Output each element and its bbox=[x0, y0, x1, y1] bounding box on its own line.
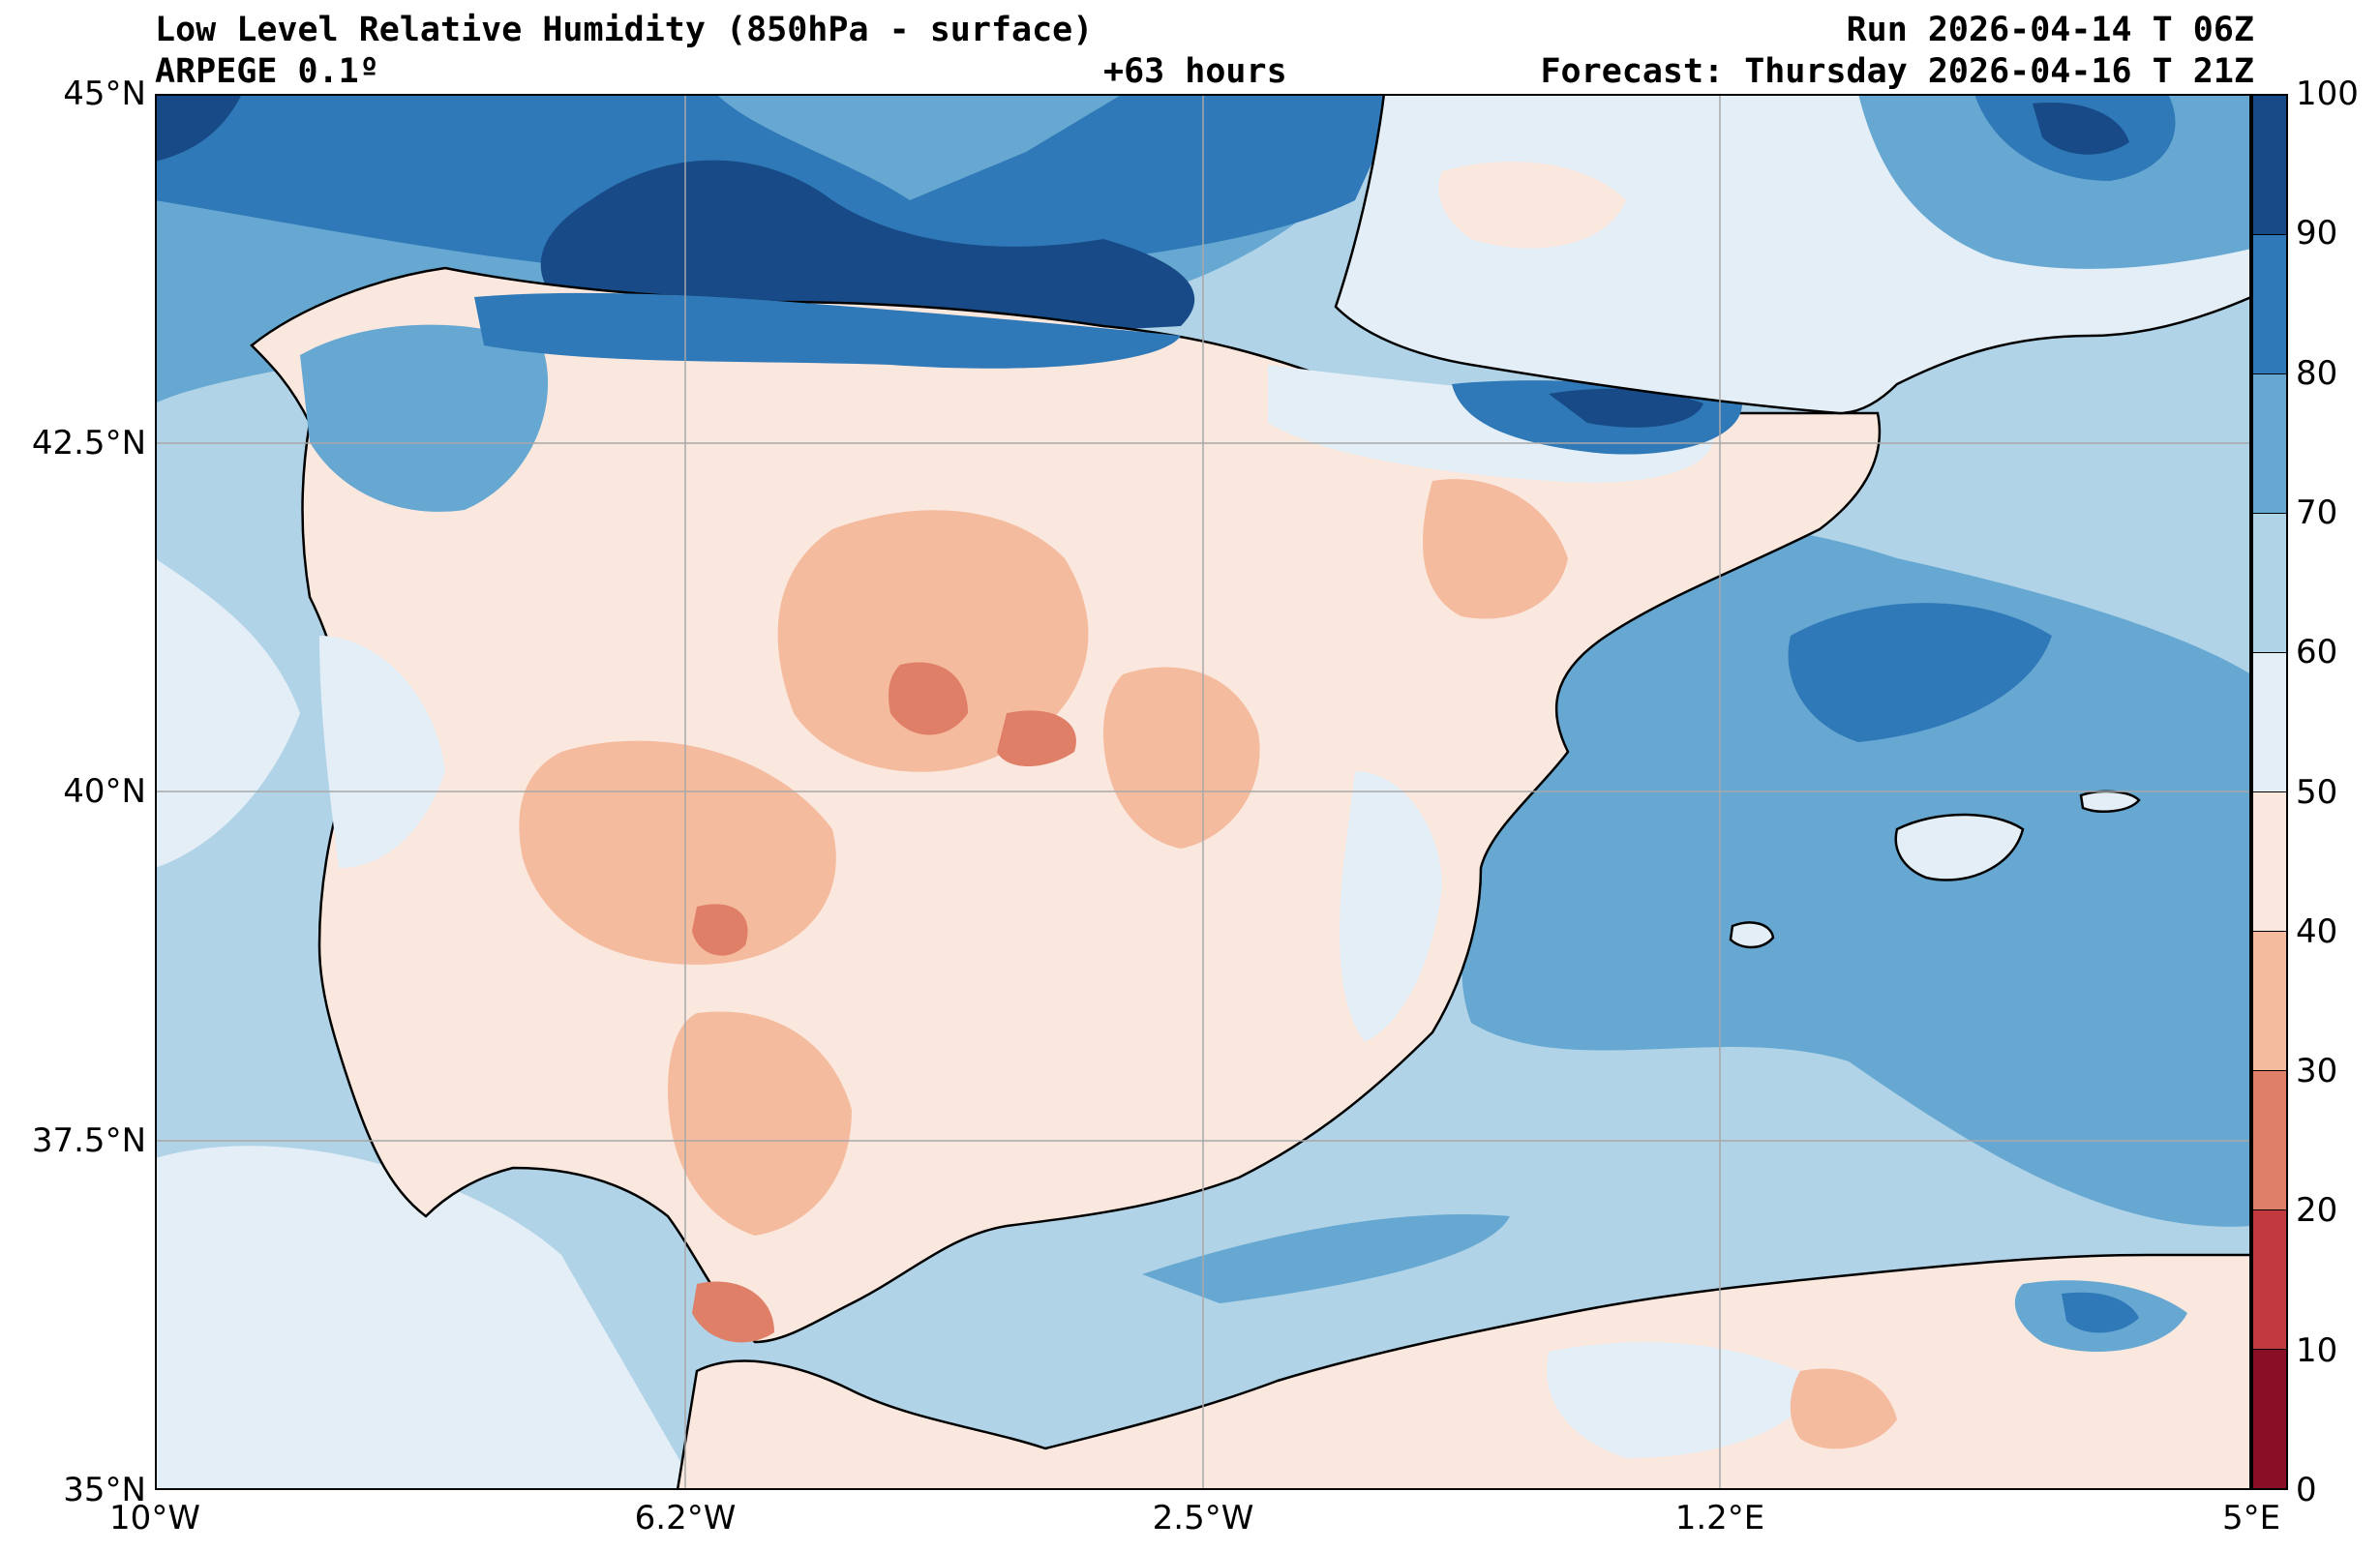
cantabria-coast-very-wet bbox=[474, 292, 1181, 369]
humidity-map bbox=[155, 94, 2251, 1490]
very-dry-spot-1 bbox=[889, 662, 968, 735]
colorbar-segment bbox=[2253, 791, 2286, 931]
ebro-dry bbox=[1423, 479, 1568, 619]
colorbar-tick: 40 bbox=[2296, 912, 2338, 951]
colorbar-tick: 100 bbox=[2296, 75, 2359, 113]
very-dry-spot-4 bbox=[692, 1281, 774, 1343]
lat-label-37-5: 37.5°N bbox=[31, 1121, 146, 1160]
colorbar-segment bbox=[2253, 373, 2286, 513]
france-dry-patch bbox=[1438, 162, 1626, 249]
algeria-very-wet bbox=[2062, 1292, 2139, 1333]
colorbar-segment bbox=[2253, 513, 2286, 652]
map-canvas bbox=[155, 94, 2251, 1490]
lat-label-35: 35°N bbox=[63, 1471, 146, 1509]
lat-label-45: 45°N bbox=[63, 75, 146, 113]
portugal-moist bbox=[319, 636, 445, 868]
lon-label-6-2w: 6.2°W bbox=[634, 1499, 737, 1537]
algeria-dry bbox=[1790, 1368, 1897, 1449]
colorbar-segment bbox=[2253, 1349, 2286, 1488]
algeria-moist bbox=[1547, 1342, 1820, 1458]
pyrenees-saturated bbox=[1549, 388, 1703, 428]
east-dry bbox=[1103, 667, 1260, 849]
colorbar-tick: 70 bbox=[2296, 493, 2338, 532]
lon-label-5e: 5°E bbox=[2221, 1499, 2281, 1537]
model-name: ARPEGE 0.1º bbox=[155, 52, 379, 91]
balearic-very-wet bbox=[1788, 603, 2052, 742]
colorbar-tick: 10 bbox=[2296, 1331, 2338, 1370]
graticule bbox=[155, 94, 2251, 1490]
balearic-wet-area bbox=[1413, 520, 2251, 1227]
atlantic-moist-zone-south bbox=[155, 1146, 697, 1490]
colorbar-segment bbox=[2253, 652, 2286, 791]
coastal-moist-east bbox=[1340, 771, 1442, 1042]
ibiza bbox=[1729, 921, 1775, 949]
map-title: Low Level Relative Humidity (850hPa - su… bbox=[155, 11, 1094, 49]
colorbar-segment bbox=[2253, 234, 2286, 373]
colorbar-tick: 0 bbox=[2296, 1471, 2317, 1509]
lead-time: +63 hours bbox=[1103, 52, 1287, 91]
lon-label-10w: 10°W bbox=[109, 1499, 200, 1537]
colorbar-segment bbox=[2253, 96, 2286, 234]
lon-label-2-5w: 2.5°W bbox=[1152, 1499, 1254, 1537]
very-dry-spot-2 bbox=[997, 710, 1076, 766]
cantabrian-saturated bbox=[540, 160, 1195, 332]
atlantic-moist-zone bbox=[155, 558, 300, 868]
central-dry-2 bbox=[519, 740, 836, 965]
mallorca bbox=[1894, 813, 2025, 881]
colorbar-tick: 90 bbox=[2296, 214, 2338, 253]
colorbar-segment bbox=[2253, 1070, 2286, 1209]
lat-label-40: 40°N bbox=[63, 772, 146, 811]
alps-saturated bbox=[2033, 103, 2129, 155]
galicia-wet bbox=[300, 324, 549, 512]
run-time: Run 2026-04-14 T 06Z bbox=[1846, 11, 2254, 49]
colorbar-segment bbox=[2253, 931, 2286, 1070]
colorbar-tick: 50 bbox=[2296, 773, 2338, 812]
colorbar bbox=[2251, 94, 2288, 1490]
colorbar-tick: 60 bbox=[2296, 633, 2338, 672]
very-dry-spot-3 bbox=[692, 904, 748, 956]
colorbar-tick: 30 bbox=[2296, 1052, 2338, 1090]
alboran-wet-streak bbox=[1142, 1214, 1510, 1303]
lon-label-1-2e: 1.2°E bbox=[1674, 1499, 1765, 1537]
south-dry bbox=[668, 1011, 852, 1236]
nw-corner-saturated bbox=[155, 94, 242, 162]
forecast-valid-time: Forecast: Thursday 2026-04-16 T 21Z bbox=[1540, 52, 2254, 91]
colorbar-tick: 80 bbox=[2296, 354, 2338, 393]
lat-label-42-5: 42.5°N bbox=[31, 424, 146, 463]
colorbar-tick: 20 bbox=[2296, 1191, 2338, 1230]
central-dry-1 bbox=[777, 510, 1089, 772]
colorbar-segment bbox=[2253, 1209, 2286, 1349]
